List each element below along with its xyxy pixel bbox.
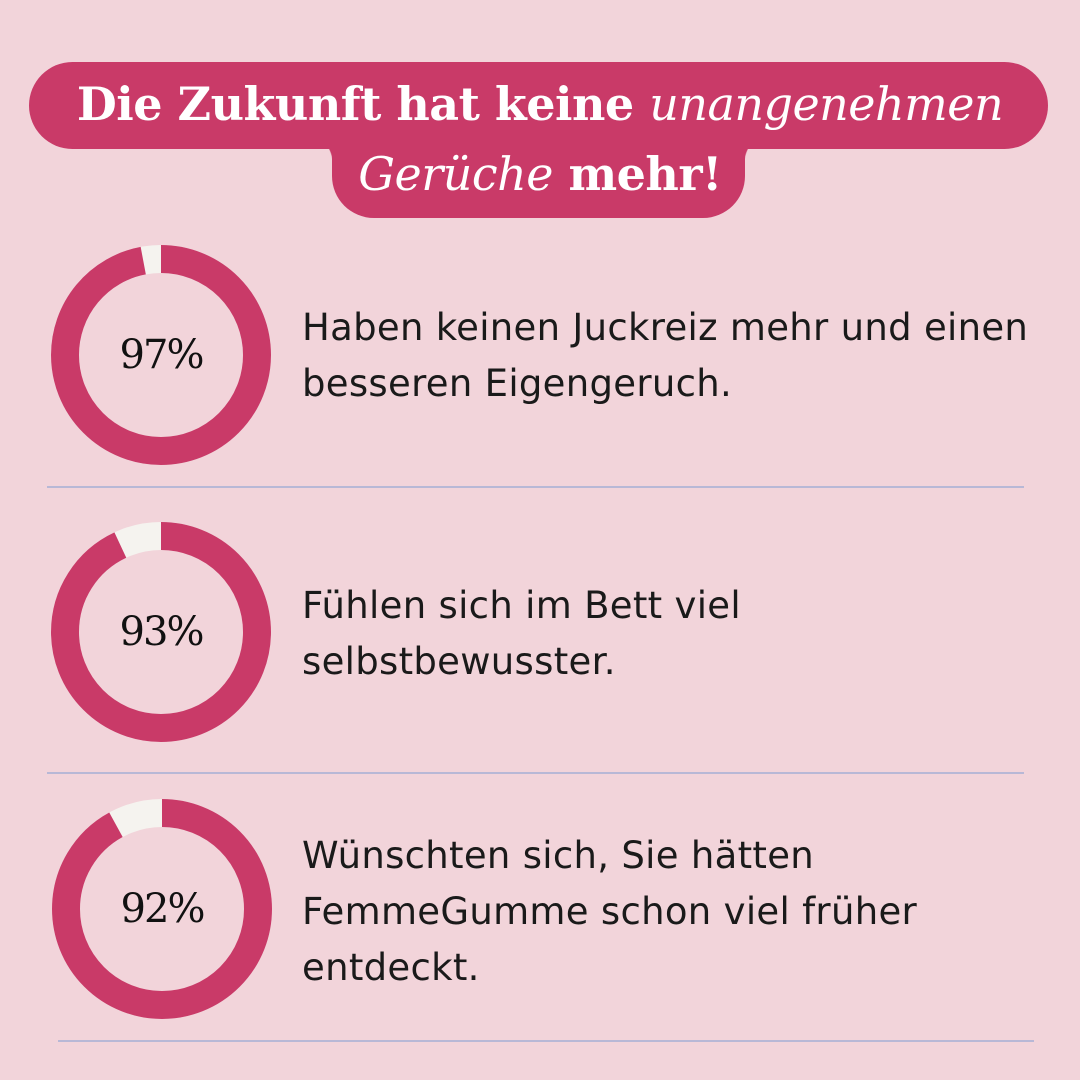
title-banner: Die Zukunft hat keine unangenehmen Gerüc… [0,0,1080,230]
divider-1 [47,486,1024,488]
donut-svg-2 [51,522,271,742]
percent-label-2: 93% [119,609,205,655]
stat-description-1: Haben keinen Juckreiz mehr und einen bes… [302,306,1029,405]
donut-value-arc-2 [51,522,271,742]
title-line-1-regular: Die Zukunft hat keine [76,77,650,131]
percent-label-3: 92% [120,886,206,932]
title-line-2-regular: mehr! [552,147,722,201]
donut-value-arc-1 [51,245,271,465]
title-line-1-italic: unangenehmen [649,77,1004,131]
title-pill-bottom [302,133,775,218]
stat-row-1: 97% Haben keinen Juckreiz mehr und einen… [0,0,1080,465]
donut-chart-2: 93% [51,522,271,742]
divider-2 [47,772,1024,774]
percent-label-1: 97% [119,332,205,378]
stat-row-2: 93% Fühlen sich im Bett viel selbstbewus… [0,0,1080,742]
donut-svg-1 [51,245,271,465]
title-line-2-italic: Gerüche [358,147,553,201]
title-line-1: Die Zukunft hat keine unangenehmen [0,72,1080,136]
stat-description-2: Fühlen sich im Bett viel selbstbewusster… [302,584,741,683]
donut-chart-1: 97% [51,245,271,465]
donut-chart-3: 92% [52,799,272,1019]
donut-svg-3 [52,799,272,1019]
stat-description-3: Wünschten sich, Sie hätten FemmeGumme sc… [302,834,918,989]
stat-row-3: 92% Wünschten sich, Sie hätten FemmeGumm… [0,0,1080,1019]
donut-value-arc-3 [52,799,272,1019]
title-line-2: Gerüche mehr! [0,142,1080,206]
divider-3 [58,1040,1034,1042]
